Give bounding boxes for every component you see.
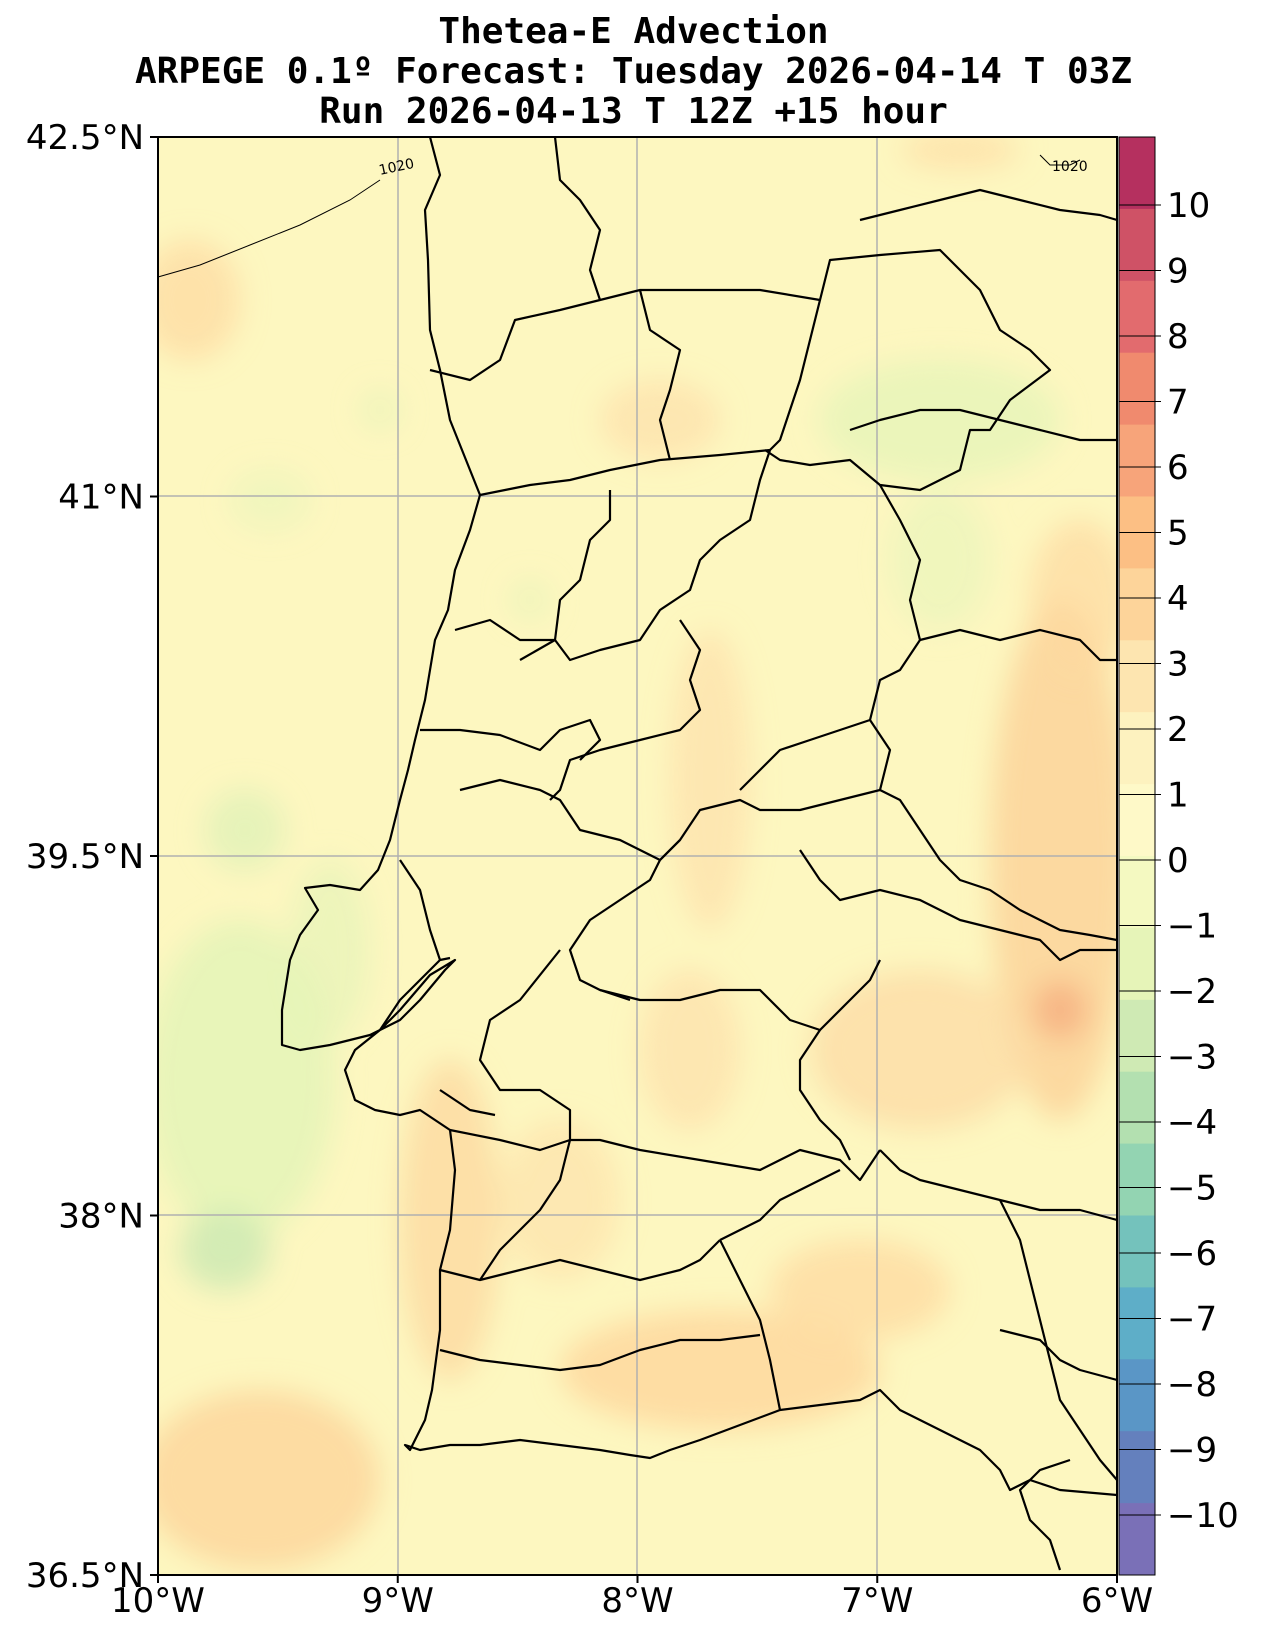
isobar-lines: [157, 154, 1081, 278]
colorbar-tick-label: −2: [1167, 972, 1217, 1012]
colorbar-tick-label: −5: [1167, 1169, 1217, 1209]
forecast-subtitle: ARPEGE 0.1º Forecast: Tuesday 2026-04-14…: [135, 51, 1132, 92]
colorbar-tick-label: 0: [1167, 841, 1189, 881]
colorbar-segment: [1119, 1143, 1155, 1216]
y-tick-label: 36.5°N: [26, 1556, 144, 1596]
colorbar-tick-label: −1: [1167, 907, 1217, 947]
colorbar-tick-label: 4: [1167, 579, 1189, 619]
colorbar-tick-label: −6: [1167, 1234, 1217, 1274]
colorbar-segment: [1119, 1071, 1155, 1145]
colorbar-segment: [1119, 1287, 1155, 1360]
colorbar-segment: [1119, 1431, 1155, 1504]
colorbar-tick-label: 2: [1167, 710, 1189, 750]
x-tick-label: 8°W: [601, 1581, 673, 1621]
colorbar-segment: [1119, 352, 1155, 426]
colorbar-segment: [1119, 137, 1155, 210]
x-tick-label: 9°W: [362, 1581, 434, 1621]
y-tick-label: 38°N: [58, 1197, 144, 1237]
colorbar: [1118, 136, 1161, 1576]
colorbar-tick-label: −9: [1167, 1431, 1217, 1471]
x-tick-label: 6°W: [1081, 1581, 1153, 1621]
colorbar-tick-label: −4: [1167, 1103, 1217, 1143]
colorbar-segment: [1119, 999, 1155, 1073]
colorbar-segment: [1119, 424, 1155, 497]
advection-field: [158, 137, 1117, 1570]
y-tick-label: 42.5°N: [26, 118, 144, 158]
colorbar-segment: [1119, 280, 1155, 354]
colorbar-tick-label: −10: [1167, 1496, 1239, 1536]
colorbar-tick-label: 10: [1167, 186, 1210, 226]
colorbar-tick-label: 7: [1167, 383, 1189, 423]
colorbar-tick-label: −7: [1167, 1300, 1217, 1340]
colorbar-tick-label: 3: [1167, 645, 1189, 685]
colorbar-segment: [1119, 1359, 1155, 1432]
colorbar-segment: [1119, 712, 1155, 785]
colorbar-tick-label: 1: [1167, 776, 1189, 816]
run-subtitle: Run 2026-04-13 T 12Z +15 hour: [319, 91, 948, 132]
colorbar-segment: [1119, 784, 1155, 857]
x-tick-label: 10°W: [111, 1581, 205, 1621]
colorbar-tick-label: 6: [1167, 448, 1189, 488]
coastlines-and-borders: [280, 137, 1117, 1571]
axis-ticks: [150, 136, 1118, 1583]
y-axis-labels: 42.5°N 41°N 39.5°N 38°N 36.5°N: [26, 118, 144, 1596]
colorbar-segment: [1119, 208, 1155, 282]
coastline: [280, 137, 1117, 1497]
colorbar-segment: [1119, 1503, 1155, 1576]
colorbar-segment: [1119, 856, 1155, 929]
colorbar-segment: [1119, 927, 1155, 1001]
colorbar-frame: [1118, 136, 1156, 1576]
x-axis-labels: 10°W 9°W 8°W 7°W 6°W: [111, 1581, 1153, 1621]
colorbar-segment: [1119, 640, 1155, 713]
colorbar-tick-label: 8: [1167, 317, 1189, 357]
colorbar-segment: [1119, 568, 1155, 641]
graticule: [158, 137, 1117, 1575]
y-tick-label: 39.5°N: [26, 837, 144, 877]
colorbar-tick-label: 9: [1167, 252, 1189, 292]
colorbar-tick-label: 5: [1167, 514, 1189, 554]
isobar-label-west: 1020: [378, 156, 416, 179]
map-title: Thetea-E Advection: [438, 11, 829, 52]
y-tick-label: 41°N: [58, 478, 144, 518]
colorbar-tick-label: −8: [1167, 1365, 1217, 1405]
x-tick-label: 7°W: [841, 1581, 913, 1621]
isobar-label-east: 1020: [1052, 159, 1088, 175]
colorbar-tick-label: −3: [1167, 1038, 1217, 1078]
colorbar-segment: [1119, 1215, 1155, 1288]
